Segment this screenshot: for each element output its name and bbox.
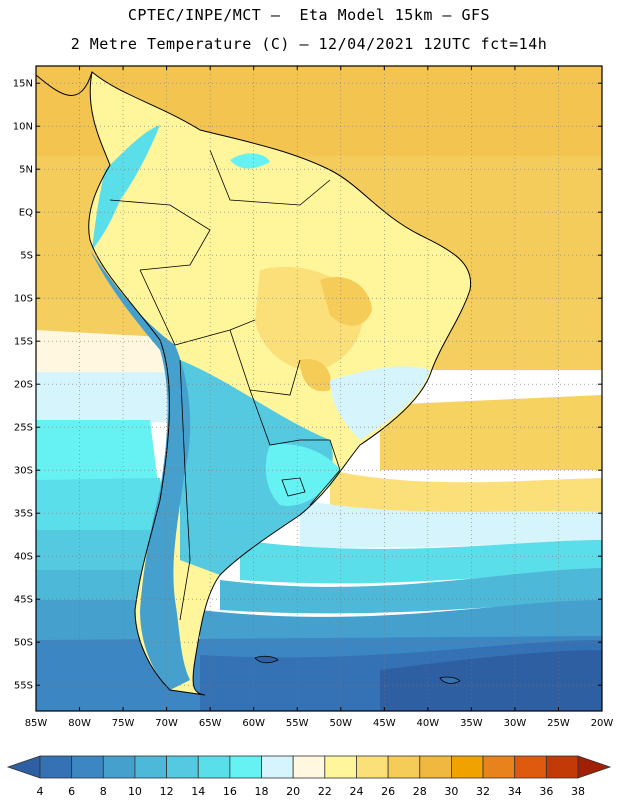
colorbar-label: 8 bbox=[100, 785, 107, 798]
lon-tick-label: 45W bbox=[373, 718, 396, 729]
lat-tick-label: 15S bbox=[14, 337, 33, 348]
colorbar-label: 12 bbox=[160, 785, 174, 798]
lat-tick-label: 25S bbox=[14, 423, 33, 434]
lat-tick-label: 5N bbox=[19, 165, 33, 176]
lat-tick-label: 10S bbox=[14, 294, 33, 305]
colorbar-swatch bbox=[71, 755, 104, 779]
lat-tick-label: 10N bbox=[13, 122, 33, 133]
lon-tick-label: 85W bbox=[25, 718, 48, 729]
lon-tick-label: 25W bbox=[547, 718, 570, 729]
colorbar-label: 14 bbox=[191, 785, 205, 798]
colorbar-swatch bbox=[197, 755, 231, 779]
lat-tick-label: 45S bbox=[14, 595, 33, 606]
colorbar-label: 34 bbox=[508, 785, 522, 798]
colorbar-label: 32 bbox=[476, 785, 490, 798]
colorbar-label: 36 bbox=[539, 785, 553, 798]
colorbar-min-arrow bbox=[6, 755, 41, 779]
colorbar-label: 24 bbox=[349, 785, 363, 798]
lat-tick-label: 50S bbox=[14, 638, 33, 649]
lon-tick-label: 50W bbox=[329, 718, 352, 729]
colorbar-swatch bbox=[39, 755, 73, 779]
colorbar-label: 26 bbox=[381, 785, 395, 798]
lat-tick-label: 55S bbox=[14, 681, 33, 692]
lon-tick-label: 80W bbox=[68, 718, 91, 729]
colorbar-swatch bbox=[387, 755, 421, 779]
colorbar-swatch bbox=[102, 755, 136, 779]
lon-tick-label: 30W bbox=[504, 718, 527, 729]
colorbar-label: 30 bbox=[444, 785, 458, 798]
colorbar-label: 38 bbox=[571, 785, 585, 798]
lat-tick-label: 20S bbox=[14, 380, 33, 391]
colorbar-swatch bbox=[514, 755, 547, 779]
colorbar-label: 16 bbox=[223, 785, 237, 798]
colorbar-swatch bbox=[419, 755, 452, 779]
colorbar-swatch bbox=[261, 755, 294, 779]
lon-tick-label: 40W bbox=[417, 718, 440, 729]
lon-tick-label: 20W bbox=[591, 718, 614, 729]
colorbar-swatch bbox=[292, 755, 326, 779]
colorbar-swatch bbox=[166, 755, 199, 779]
lon-tick-label: 75W bbox=[112, 718, 135, 729]
colorbar-swatch bbox=[545, 755, 579, 779]
lat-tick-label: 40S bbox=[14, 552, 33, 563]
colorbar-label: 28 bbox=[413, 785, 427, 798]
colorbar-swatch bbox=[451, 755, 484, 779]
lat-tick-label: 35S bbox=[14, 509, 33, 520]
colorbar-swatch bbox=[356, 755, 389, 779]
lat-tick-label: 15N bbox=[13, 79, 33, 90]
lat-tick-label: EQ bbox=[19, 208, 33, 219]
colorbar-swatch bbox=[324, 755, 357, 779]
temperature-field bbox=[36, 66, 602, 711]
colorbar-label: 22 bbox=[318, 785, 332, 798]
lat-tick-label: 30S bbox=[14, 466, 33, 477]
colorbar-swatch bbox=[229, 755, 262, 779]
colorbar-swatch bbox=[134, 755, 167, 779]
colorbar-label: 4 bbox=[37, 785, 44, 798]
lat-tick-label: 5S bbox=[20, 251, 33, 262]
lon-tick-label: 65W bbox=[199, 718, 222, 729]
colorbar-label: 20 bbox=[286, 785, 300, 798]
lon-tick-label: 70W bbox=[155, 718, 178, 729]
colorbar-label: 10 bbox=[128, 785, 142, 798]
map-title-variable: 2 Metre Temperature (C) – 12/04/2021 12U… bbox=[70, 35, 548, 53]
colorbar-max-arrow bbox=[577, 755, 612, 779]
map-title-source: CPTEC/INPE/MCT – Eta Model 15km – GFS bbox=[127, 6, 491, 24]
colorbar-label: 6 bbox=[68, 785, 75, 798]
lon-tick-label: 55W bbox=[286, 718, 309, 729]
axis-ticks: 15N 10N 5N EQ 5S 10S 15S 20S 25S 30S 35S 40S 45S 50S 5… bbox=[13, 66, 614, 729]
colorbar: 4 6 8 10 12 14 16 18 20 22 24 26 28 30 32 34 36 38 bbox=[6, 755, 612, 798]
map-frame bbox=[35, 65, 603, 712]
colorbar-label: 18 bbox=[255, 785, 269, 798]
lon-tick-label: 35W bbox=[460, 718, 483, 729]
colorbar-swatch bbox=[482, 755, 516, 779]
lon-tick-label: 60W bbox=[242, 718, 265, 729]
